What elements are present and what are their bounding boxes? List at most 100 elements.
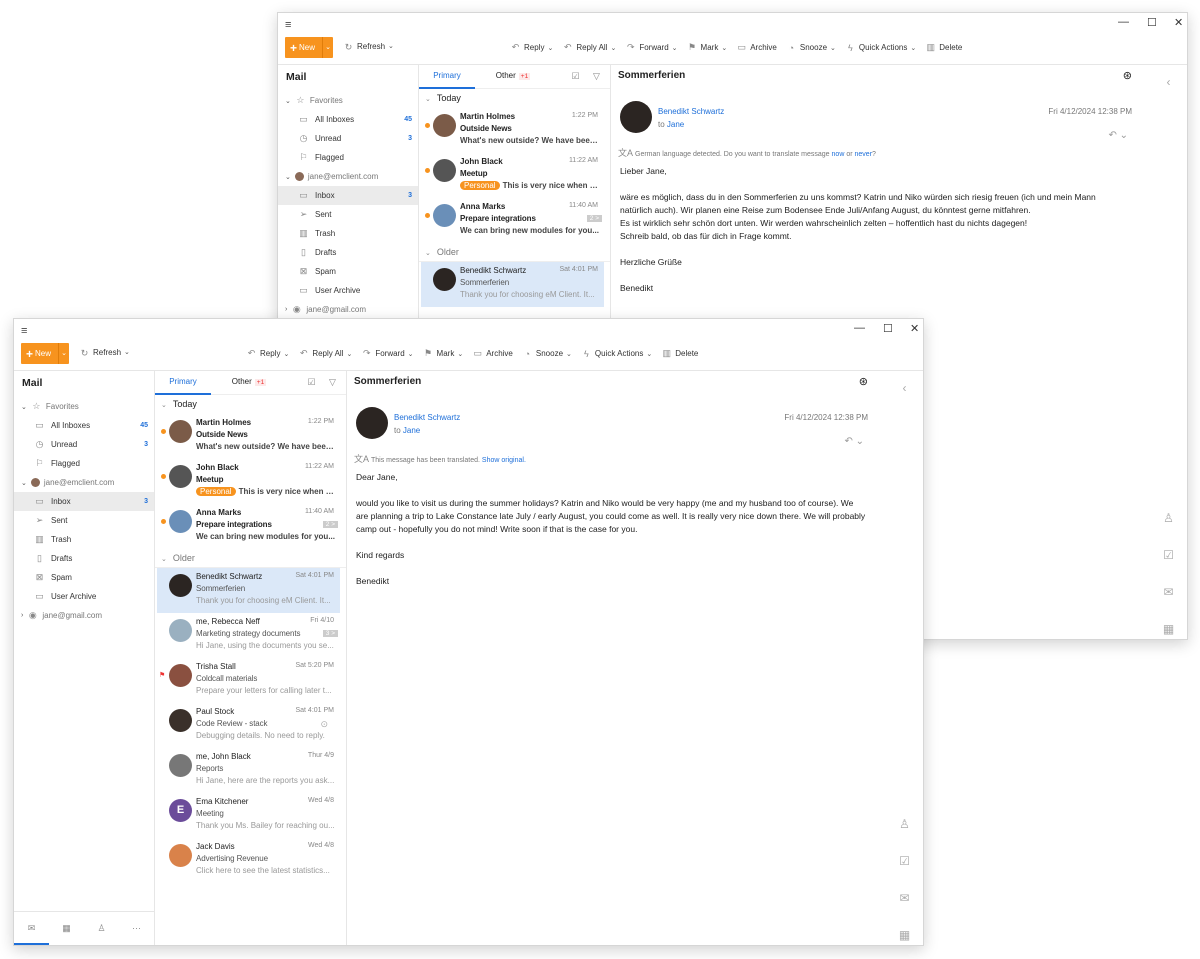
thread-count[interactable]: 2 > <box>322 521 338 528</box>
message-item[interactable]: Anna Marks 11:40 AM Prepare integrations We… <box>421 198 604 243</box>
maximize-button[interactable]: ☐ <box>883 323 893 335</box>
close-button[interactable]: ✕ <box>1174 17 1184 29</box>
minimize-button[interactable]: — <box>1118 16 1129 28</box>
group-header[interactable]: ⌄ Older <box>419 243 610 262</box>
group-header[interactable]: ⌄ Today <box>419 89 610 108</box>
quick-actions-button[interactable]: ϟ Quick Actions ⌄ <box>581 348 652 359</box>
tab-other[interactable]: Other +1 <box>485 65 541 89</box>
message-item[interactable]: John Black 11:22 AM Meetup Personal This is … <box>157 459 340 504</box>
reply-icon[interactable]: ↶ ⌄ <box>844 436 864 447</box>
message-item[interactable]: Benedikt Schwartz Sat 4:01 PM Sommerferien… <box>157 568 340 613</box>
message-item[interactable]: ⚑ Trisha Stall Sat 5:20 PM Coldcall materia… <box>157 658 340 703</box>
nav-more-button[interactable]: ··· <box>119 912 154 945</box>
collapse-chevron-icon[interactable]: ‹ <box>902 381 907 395</box>
delete-button[interactable]: ▥ Delete <box>661 348 698 359</box>
sender-name[interactable]: Benedikt Schwartz <box>394 413 461 422</box>
calendar-icon[interactable]: ▦ <box>1162 622 1175 636</box>
banner-link[interactable]: now <box>831 151 845 158</box>
account2-group[interactable]: › ◉ jane@gmail.com <box>278 300 418 319</box>
message-item[interactable]: me, John Black Thur 4/9 Reports Hi Jane, he… <box>157 748 340 793</box>
mark-button[interactable]: ⚑ Mark ⌄ <box>687 42 727 53</box>
tag-icon[interactable]: ⊛ <box>858 376 868 388</box>
tag-icon[interactable]: ⊛ <box>1122 70 1132 82</box>
select-all-icon[interactable]: ☑ <box>571 71 580 81</box>
sidebar-item-inbox[interactable]: ▭ Inbox 3 <box>14 492 154 511</box>
message-item[interactable]: me, Rebecca Neff Fri 4/10 Marketing strate… <box>157 613 340 658</box>
forward-button[interactable]: ↷ Forward ⌄ <box>361 348 414 359</box>
mail-print-icon[interactable]: ✉ <box>1163 585 1174 599</box>
archive-button[interactable]: ▭ Archive <box>472 348 512 359</box>
reply-icon[interactable]: ↶ ⌄ <box>1108 130 1128 141</box>
sidebar-item-sent[interactable]: ➢ Sent <box>278 205 418 224</box>
tasks-icon[interactable]: ☑ <box>899 854 910 868</box>
sidebar-item-drafts[interactable]: ▯ Drafts <box>14 549 154 568</box>
thread-count[interactable]: 3 > <box>322 630 338 637</box>
message-item[interactable]: Martin Holmes 1:22 PM Outside News What's n… <box>157 414 340 459</box>
message-item[interactable]: Jack Davis Wed 4/8 Advertising Revenue Clic… <box>157 838 340 883</box>
reply-all-button[interactable]: ↶ Reply All ⌄ <box>562 42 616 53</box>
sidebar-item-sent[interactable]: ➢ Sent <box>14 511 154 530</box>
maximize-button[interactable]: ☐ <box>1147 17 1157 29</box>
message-item[interactable]: Paul Stock Sat 4:01 PM Code Review - stack… <box>157 703 340 748</box>
collapse-chevron-icon[interactable]: ‹ <box>1166 75 1171 89</box>
sidebar-item-unread[interactable]: ◷ Unread 3 <box>14 435 154 454</box>
quick-actions-button[interactable]: ϟ Quick Actions ⌄ <box>845 42 916 53</box>
message-item[interactable]: Anna Marks 11:40 AM Prepare integrations We… <box>157 504 340 549</box>
forward-button[interactable]: ↷ Forward ⌄ <box>625 42 678 53</box>
message-item[interactable]: Benedikt Schwartz Sat 4:01 PM Sommerferien… <box>421 262 604 307</box>
sidebar-item-user-archive[interactable]: ▭ User Archive <box>14 587 154 606</box>
select-all-icon[interactable]: ☑ <box>307 377 316 387</box>
sidebar-item-flagged[interactable]: ⚐ Flagged <box>278 148 418 167</box>
filter-icon[interactable]: ▽ <box>593 71 600 81</box>
mark-button[interactable]: ⚑ Mark ⌄ <box>423 348 463 359</box>
hamburger-menu-icon[interactable]: ≡ <box>21 325 28 337</box>
new-button[interactable]: + New ⌄ <box>285 37 333 58</box>
sidebar-item-spam[interactable]: ⊠ Spam <box>278 262 418 281</box>
group-header[interactable]: ⌄ Older <box>155 549 346 568</box>
sidebar-item-trash[interactable]: ▥ Trash <box>278 224 418 243</box>
reply-button[interactable]: ↶ Reply ⌄ <box>510 42 554 53</box>
banner-link[interactable]: never <box>854 151 873 158</box>
filter-icon[interactable]: ▽ <box>329 377 336 387</box>
sidebar-item-trash[interactable]: ▥ Trash <box>14 530 154 549</box>
favorites-group[interactable]: ⌄ ☆ Favorites <box>14 397 154 416</box>
refresh-button[interactable]: ↻ Refresh ⌄ <box>79 348 130 359</box>
reply-button[interactable]: ↶ Reply ⌄ <box>246 348 290 359</box>
sidebar-item-drafts[interactable]: ▯ Drafts <box>278 243 418 262</box>
thread-count[interactable]: 2 > <box>586 215 602 222</box>
reply-all-button[interactable]: ↶ Reply All ⌄ <box>298 348 352 359</box>
refresh-button[interactable]: ↻ Refresh ⌄ <box>343 42 394 53</box>
banner-link[interactable]: Show original. <box>481 457 526 464</box>
tab-primary[interactable]: Primary <box>419 65 475 89</box>
sidebar-item-spam[interactable]: ⊠ Spam <box>14 568 154 587</box>
sidebar-item-unread[interactable]: ◷ Unread 3 <box>278 129 418 148</box>
nav-contacts-button[interactable]: ♙ <box>84 912 119 945</box>
sidebar-item-all-inboxes[interactable]: ▭ All Inboxes 45 <box>14 416 154 435</box>
favorites-group[interactable]: ⌄ ☆ Favorites <box>278 91 418 110</box>
new-button[interactable]: + New ⌄ <box>21 343 69 364</box>
tasks-icon[interactable]: ☑ <box>1163 548 1174 562</box>
mail-print-icon[interactable]: ✉ <box>899 891 910 905</box>
nav-mail-button[interactable]: ✉ <box>14 912 49 945</box>
message-item[interactable]: John Black 11:22 AM Meetup Personal This is … <box>421 153 604 198</box>
snooze-button[interactable]: ◔ Snooze ⌄ <box>522 348 572 359</box>
contact-icon[interactable]: ♙ <box>1163 511 1174 525</box>
sidebar-item-user-archive[interactable]: ▭ User Archive <box>278 281 418 300</box>
account-group[interactable]: ⌄ jane@emclient.com <box>278 167 418 186</box>
contact-icon[interactable]: ♙ <box>899 817 910 831</box>
account-group[interactable]: ⌄ jane@emclient.com <box>14 473 154 492</box>
sidebar-item-all-inboxes[interactable]: ▭ All Inboxes 45 <box>278 110 418 129</box>
delete-button[interactable]: ▥ Delete <box>925 42 962 53</box>
sidebar-item-flagged[interactable]: ⚐ Flagged <box>14 454 154 473</box>
minimize-button[interactable]: — <box>854 322 865 334</box>
message-item[interactable]: E Ema Kitchener Wed 4/8 Meeting Thank you Ms… <box>157 793 340 838</box>
recipient-name[interactable]: Jane <box>666 120 685 129</box>
close-button[interactable]: ✕ <box>910 323 920 335</box>
message-item[interactable]: Martin Holmes 1:22 PM Outside News What's n… <box>421 108 604 153</box>
archive-button[interactable]: ▭ Archive <box>736 42 776 53</box>
snooze-button[interactable]: ◔ Snooze ⌄ <box>786 42 836 53</box>
calendar-icon[interactable]: ▦ <box>898 928 911 942</box>
sidebar-item-inbox[interactable]: ▭ Inbox 3 <box>278 186 418 205</box>
hamburger-menu-icon[interactable]: ≡ <box>285 19 292 31</box>
account2-group[interactable]: › ◉ jane@gmail.com <box>14 606 154 625</box>
